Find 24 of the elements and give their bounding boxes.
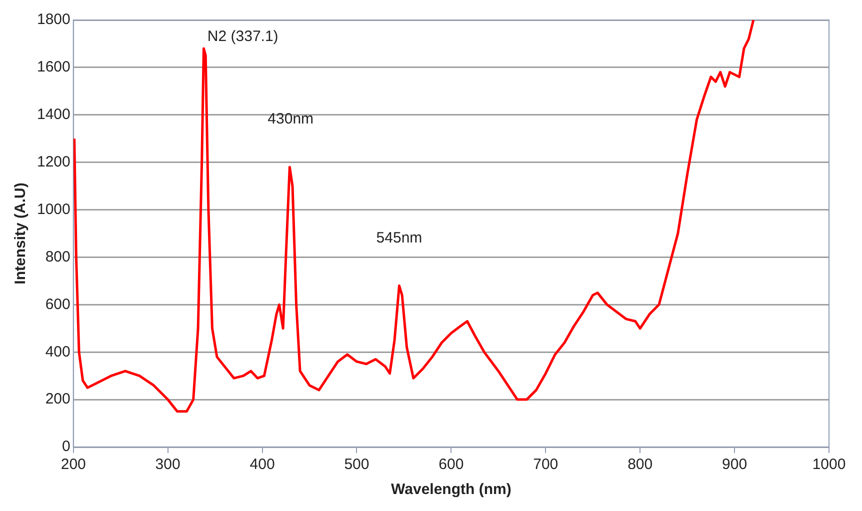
x-tick-label: 200 [60,456,86,474]
y-axis-title: Intensity (A.U) [12,182,30,284]
x-tick-label: 300 [155,456,180,474]
x-tick-label: 1000 [812,456,846,474]
annotation: N2 (337.1) [207,28,278,46]
y-tick-label: 1800 [36,11,70,28]
x-tick-label: 500 [344,456,370,474]
x-tick-label: 900 [722,456,748,474]
y-tick-label: 200 [45,390,70,408]
annotation: 545nm [376,229,422,246]
y-tick-label: 1000 [36,200,70,218]
y-tick-label: 1200 [36,153,70,170]
x-tick-label: 700 [533,456,558,474]
y-tick-label: 0 [62,438,70,456]
y-tick-label: 1400 [36,106,70,124]
y-tick-label: 800 [45,248,70,266]
annotation: 430nm [268,110,314,128]
y-tick-label: 600 [45,296,70,313]
x-tick-label: 600 [438,456,464,474]
x-tick-label: 800 [628,456,653,474]
x-tick-label: 400 [250,456,275,474]
y-tick-label: 1600 [36,58,70,76]
x-axis-title: Wavelength (nm) [391,481,512,498]
y-tick-label: 400 [45,343,70,360]
